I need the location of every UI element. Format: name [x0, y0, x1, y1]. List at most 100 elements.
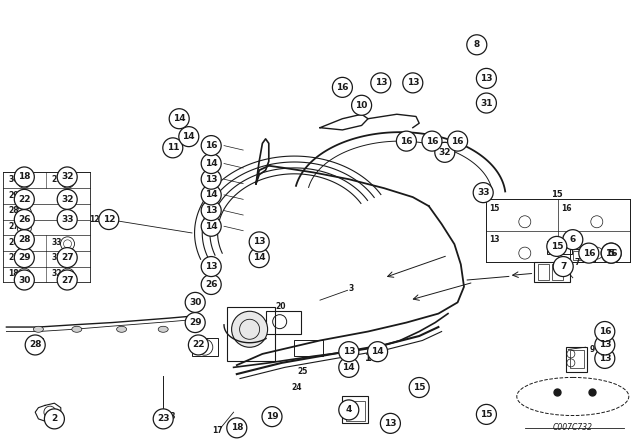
Circle shape [57, 167, 77, 187]
Text: 14: 14 [205, 159, 218, 168]
Circle shape [14, 270, 35, 290]
Text: 32: 32 [61, 172, 74, 181]
Text: 29: 29 [189, 318, 202, 327]
Circle shape [201, 275, 221, 294]
Text: 30: 30 [8, 175, 19, 184]
Ellipse shape [33, 326, 44, 332]
Bar [534, 262, 570, 282]
Bar [227, 307, 275, 361]
Text: 16: 16 [582, 249, 595, 258]
Text: 16: 16 [400, 137, 413, 146]
Circle shape [201, 201, 221, 220]
Text: 27: 27 [61, 276, 74, 284]
Text: 16: 16 [451, 137, 464, 146]
Text: 13: 13 [406, 78, 419, 87]
Circle shape [409, 378, 429, 397]
Text: 16: 16 [562, 204, 572, 213]
Circle shape [447, 131, 468, 151]
Text: 15: 15 [413, 383, 426, 392]
Text: 13: 13 [205, 175, 218, 184]
Circle shape [44, 409, 65, 429]
Circle shape [179, 127, 199, 146]
Circle shape [476, 93, 497, 113]
Text: 15: 15 [480, 410, 493, 419]
Text: 14: 14 [562, 235, 572, 244]
Bar [294, 340, 323, 356]
Text: 18: 18 [230, 423, 243, 432]
Bar [346, 401, 365, 421]
Circle shape [332, 78, 353, 97]
Circle shape [201, 185, 221, 205]
Circle shape [25, 335, 45, 355]
Text: 16: 16 [205, 141, 218, 150]
Text: 23: 23 [157, 414, 170, 423]
Circle shape [153, 409, 173, 429]
Circle shape [403, 73, 423, 93]
Circle shape [185, 313, 205, 332]
Text: 6: 6 [570, 235, 576, 244]
Bar [570, 350, 584, 368]
Text: 4: 4 [346, 405, 352, 414]
Text: 32: 32 [438, 148, 451, 157]
Circle shape [14, 248, 35, 267]
Text: 32: 32 [61, 195, 74, 204]
Bar [192, 338, 218, 356]
Circle shape [476, 405, 497, 424]
Circle shape [595, 349, 615, 368]
Text: 19: 19 [266, 412, 278, 421]
Circle shape [99, 210, 119, 229]
Text: 13: 13 [490, 235, 500, 244]
Bar [566, 347, 587, 372]
Text: 5: 5 [608, 249, 614, 258]
Circle shape [601, 243, 621, 263]
Text: 13: 13 [374, 78, 387, 87]
Text: 14: 14 [205, 222, 218, 231]
Circle shape [232, 311, 268, 347]
Text: 13: 13 [598, 340, 611, 349]
Text: 25: 25 [298, 367, 308, 376]
Circle shape [163, 138, 183, 158]
Text: 27: 27 [8, 222, 19, 231]
Text: 22: 22 [18, 195, 31, 204]
Text: 13: 13 [253, 237, 266, 246]
Text: 9: 9 [590, 345, 595, 354]
Circle shape [367, 342, 388, 362]
Text: 16: 16 [426, 137, 438, 146]
Text: 26: 26 [18, 215, 31, 224]
Circle shape [201, 154, 221, 173]
Circle shape [339, 342, 359, 362]
Text: 16: 16 [336, 83, 349, 92]
Circle shape [201, 136, 221, 155]
Text: 16: 16 [598, 327, 611, 336]
Text: 13: 13 [342, 347, 355, 356]
Text: 32: 32 [52, 269, 62, 278]
Circle shape [435, 142, 455, 162]
Circle shape [563, 230, 583, 250]
Text: 7: 7 [575, 258, 580, 267]
Bar [547, 241, 572, 254]
Text: 28: 28 [8, 206, 19, 215]
Bar [570, 249, 595, 262]
Circle shape [422, 131, 442, 151]
Text: 14: 14 [371, 347, 384, 356]
Text: 13: 13 [598, 354, 611, 363]
Circle shape [188, 335, 209, 355]
Bar [552, 264, 563, 280]
Circle shape [14, 210, 35, 229]
Text: 11: 11 [166, 143, 179, 152]
Circle shape [14, 190, 35, 209]
Circle shape [57, 210, 77, 229]
Text: 30: 30 [189, 298, 202, 307]
Circle shape [339, 400, 359, 420]
Ellipse shape [158, 326, 168, 332]
Bar [573, 251, 591, 260]
Text: 10: 10 [355, 101, 368, 110]
Bar [342, 396, 368, 423]
Text: C007C732: C007C732 [553, 423, 593, 432]
Bar [538, 264, 549, 280]
Text: 13: 13 [384, 419, 397, 428]
Text: 12: 12 [89, 215, 99, 224]
Circle shape [396, 131, 417, 151]
Circle shape [249, 232, 269, 252]
Text: 1: 1 [365, 353, 371, 363]
